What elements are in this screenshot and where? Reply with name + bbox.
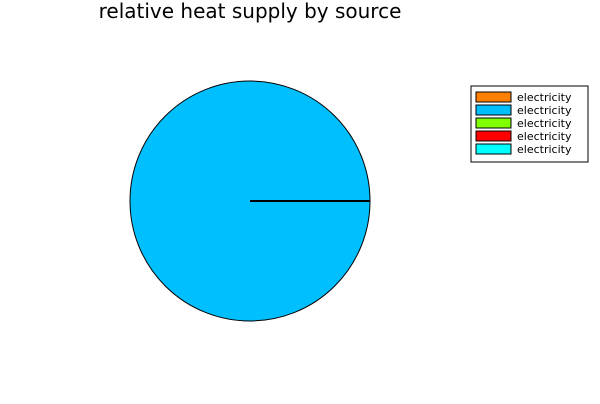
legend-swatch-2 xyxy=(475,104,512,116)
pie-slices xyxy=(129,80,371,322)
legend-swatch-1 xyxy=(475,91,512,103)
chart-title: relative heat supply by source xyxy=(99,0,402,23)
legend-swatch-4 xyxy=(475,130,512,142)
legend-label-2: electricity xyxy=(517,104,572,117)
legend-label-5: electricity xyxy=(517,143,572,156)
legend-swatch-5 xyxy=(475,143,512,155)
legend: electricityelectricityelectricityelectri… xyxy=(470,85,589,163)
legend-label-3: electricity xyxy=(517,117,572,130)
legend-label-4: electricity xyxy=(517,130,572,143)
legend-label-1: electricity xyxy=(517,91,572,104)
legend-swatch-3 xyxy=(475,117,512,129)
